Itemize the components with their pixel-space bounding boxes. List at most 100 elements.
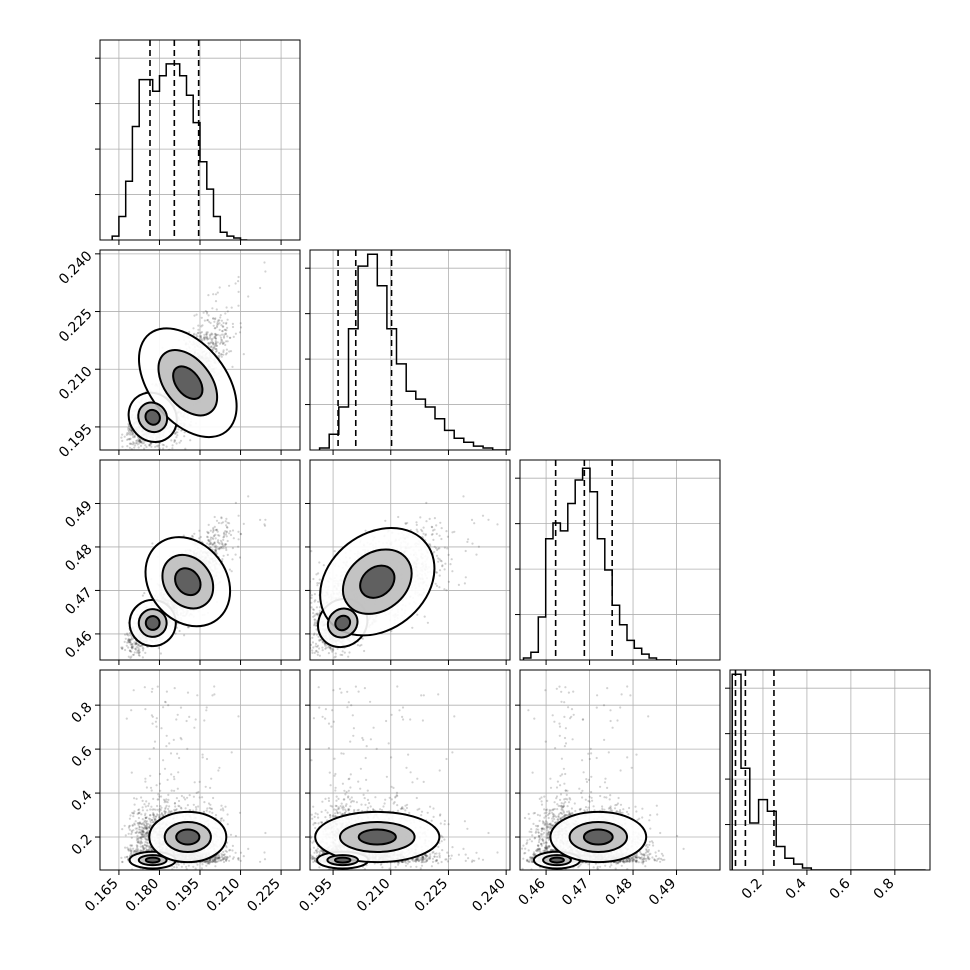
scatter-point-2-0-1048: [215, 519, 219, 522]
scatter-point-1-0-590: [128, 446, 131, 449]
scatter-point-1-0-2261: [207, 314, 210, 317]
scatter-point-1-0-164: [161, 443, 164, 446]
scatter-point-1-0-391: [217, 355, 220, 358]
scatter-point-1-0-2049: [205, 332, 208, 335]
scatter-point-1-0-1217: [128, 437, 131, 441]
scatter-point-1-0-1245: [213, 343, 216, 346]
scatter-point-1-0-195: [224, 343, 227, 347]
scatter-point-1-0-1295: [228, 284, 231, 287]
scatter-point-1-0-2158: [138, 439, 141, 442]
scatter-point-2-0-297: [225, 530, 228, 533]
scatter-point-1-0-2041: [146, 454, 148, 456]
scatter-point-2-0-560: [239, 533, 243, 536]
scatter-point-1-0-1443: [215, 344, 218, 347]
scatter-point-1-0-1648: [199, 335, 202, 338]
scatter-point-1-0-1358: [133, 446, 136, 449]
scatter-point-2-0-62: [221, 558, 224, 561]
panel-grid-3-3: [730, 670, 930, 870]
scatter-point-1-0-2111: [217, 333, 220, 336]
scatter-point-2-0-1489: [198, 537, 201, 540]
scatter-point-2-0-1503: [212, 529, 215, 532]
scatter-point-1-0-710: [214, 333, 217, 336]
scatter-point-1-0-2365: [211, 307, 214, 310]
scatter-point-2-0-1692: [218, 542, 221, 545]
scatter-point-2-0-391: [217, 534, 220, 537]
scatter-point-1-0-2402: [216, 341, 219, 344]
scatter-point-1-0-854: [225, 321, 228, 324]
scatter-point-1-0-1826: [207, 342, 210, 345]
scatter-point-1-0-2227: [219, 314, 222, 317]
scatter-point-1-0-741: [207, 342, 210, 345]
scatter-point-1-0-930: [157, 445, 160, 448]
scatter-point-2-0-115: [208, 543, 211, 546]
scatter-point-2-0-36: [141, 594, 144, 597]
scatter-point-1-0-1655: [212, 317, 215, 320]
scatter-point-1-0-1518: [198, 335, 201, 338]
scatter-point-1-0-1969: [228, 336, 231, 339]
scatter-point-1-0-812: [138, 442, 141, 445]
scatter-point-1-0-1588: [213, 335, 216, 338]
scatter-point-2-0-792: [130, 655, 133, 658]
scatter-point-1-0-285: [224, 312, 227, 315]
scatter-point-1-0-1258: [214, 317, 217, 320]
scatter-point-1-0-2472: [224, 353, 228, 356]
scatter-point-1-0-2084: [212, 346, 215, 349]
scatter-point-1-0-1858: [213, 347, 216, 350]
scatter-point-2-0-1490: [207, 532, 210, 535]
scatter-point-1-0-1653: [138, 440, 141, 444]
scatter-point-1-0-2071: [232, 335, 235, 338]
scatter-point-1-0-1079: [121, 439, 124, 442]
scatter-point-1-0-1412: [225, 306, 228, 309]
scatter-point-2-0-260: [137, 653, 140, 657]
scatter-point-2-0-1711: [199, 535, 202, 539]
scatter-point-2-0-1456: [132, 645, 135, 648]
scatter-point-1-0-1343: [141, 442, 144, 445]
scatter-point-1-0-2323: [224, 333, 228, 336]
scatter-point-2-0-770: [211, 536, 214, 539]
scatter-point-2-0-1488: [214, 549, 217, 552]
scatter-point-1-0-1886: [263, 261, 266, 264]
scatter-point-1-0-256: [205, 312, 209, 315]
scatter-point-2-0-278: [214, 528, 218, 531]
scatter-point-1-0-44: [234, 282, 237, 285]
scatter-point-2-0-1969: [228, 568, 231, 571]
scatter-point-1-0-912: [217, 351, 220, 354]
scatter-point-2-0-151: [209, 529, 212, 532]
scatter-point-1-0-1939: [199, 334, 202, 337]
scatter-point-1-0-1110: [126, 432, 129, 435]
scatter-point-2-0-1737: [137, 646, 140, 650]
panel-3-3: [725, 670, 930, 875]
scatter-point-1-0-2446: [229, 350, 233, 353]
scatter-point-1-0-74: [136, 439, 139, 442]
scatter-point-2-0-65: [130, 643, 133, 647]
scatter-point-2-0-1484: [135, 642, 138, 645]
scatter-point-2-0-657: [218, 547, 221, 550]
scatter-point-2-0-1364: [219, 539, 222, 542]
scatter-point-1-0-1302: [214, 344, 217, 348]
scatter-point-1-0-474: [220, 319, 223, 322]
scatter-point-1-0-765: [259, 286, 262, 290]
scatter-point-1-0-1768: [203, 336, 206, 339]
scatter-point-1-0-141: [214, 334, 217, 338]
scatter-point-1-0-248: [229, 336, 232, 339]
scatter-point-1-0-281: [222, 353, 225, 356]
contours-1-0: [127, 327, 238, 443]
scatter-point-1-0-1192: [121, 433, 124, 436]
scatter-point-1-0-2398: [222, 350, 225, 354]
scatter-point-1-0-1598: [158, 444, 161, 447]
scatter-point-1-0-1666: [138, 439, 142, 442]
scatter-point-2-0-1298: [126, 633, 129, 636]
scatter-point-2-0-1051: [134, 643, 138, 646]
scatter-point-1-0-2109: [213, 327, 216, 330]
scatter-point-2-0-445: [137, 651, 140, 655]
scatter-point-2-0-2131: [128, 640, 131, 643]
scatter-point-1-0-2044: [196, 335, 199, 338]
scatter-point-1-0-2131: [128, 427, 131, 430]
scatter-point-1-0-1904: [238, 331, 242, 334]
scatter-point-1-0-678: [231, 322, 234, 325]
panel-grid-3-0: [100, 670, 300, 870]
scatter-point-1-0-1309: [121, 445, 124, 448]
scatter-point-1-0-1430: [214, 336, 217, 339]
scatter-point-2-0-2109: [213, 525, 216, 529]
scatter-point-1-0-600: [132, 451, 134, 453]
